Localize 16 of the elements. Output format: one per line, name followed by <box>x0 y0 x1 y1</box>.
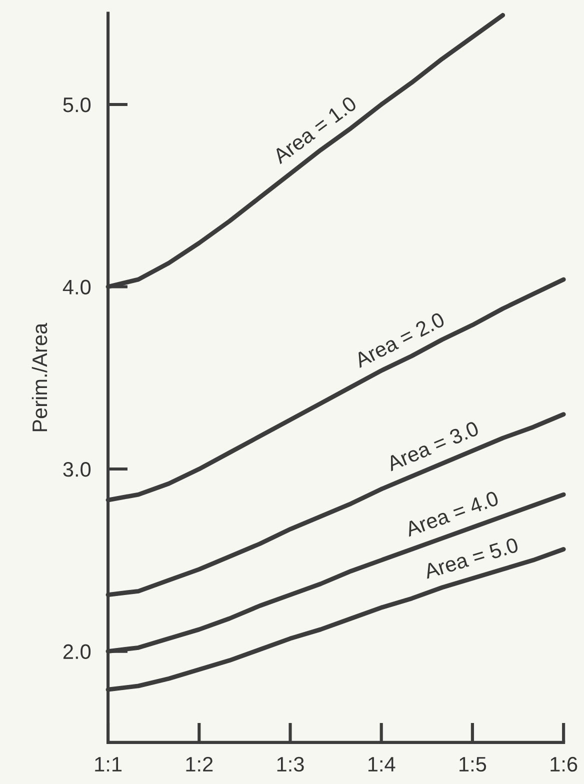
x-tick-label: 1:2 <box>186 756 213 772</box>
y-tick-label: 3.0 <box>63 462 91 477</box>
annotation: Area = 4.0 <box>404 490 500 537</box>
y-tick-label: 5.0 <box>63 97 91 112</box>
x-tick-label: 1:5 <box>460 757 486 772</box>
x-tick-label: 1:3 <box>277 756 304 772</box>
y-tick-label: 4.0 <box>62 280 91 294</box>
annotation: Area = 5.0 <box>422 537 519 579</box>
x-tick-label: 1:6 <box>550 756 578 772</box>
x-tick-label: 1:4 <box>368 757 396 772</box>
x-tick-label: 1:1 <box>95 757 122 772</box>
annotation: Area = 2.0 <box>353 312 446 368</box>
y-axis-title: Perim./Area <box>32 322 48 432</box>
y-tick-label: 2.0 <box>63 644 91 660</box>
annotation: Area = 1.0 <box>272 96 358 164</box>
annotation: Area = 3.0 <box>385 420 480 472</box>
